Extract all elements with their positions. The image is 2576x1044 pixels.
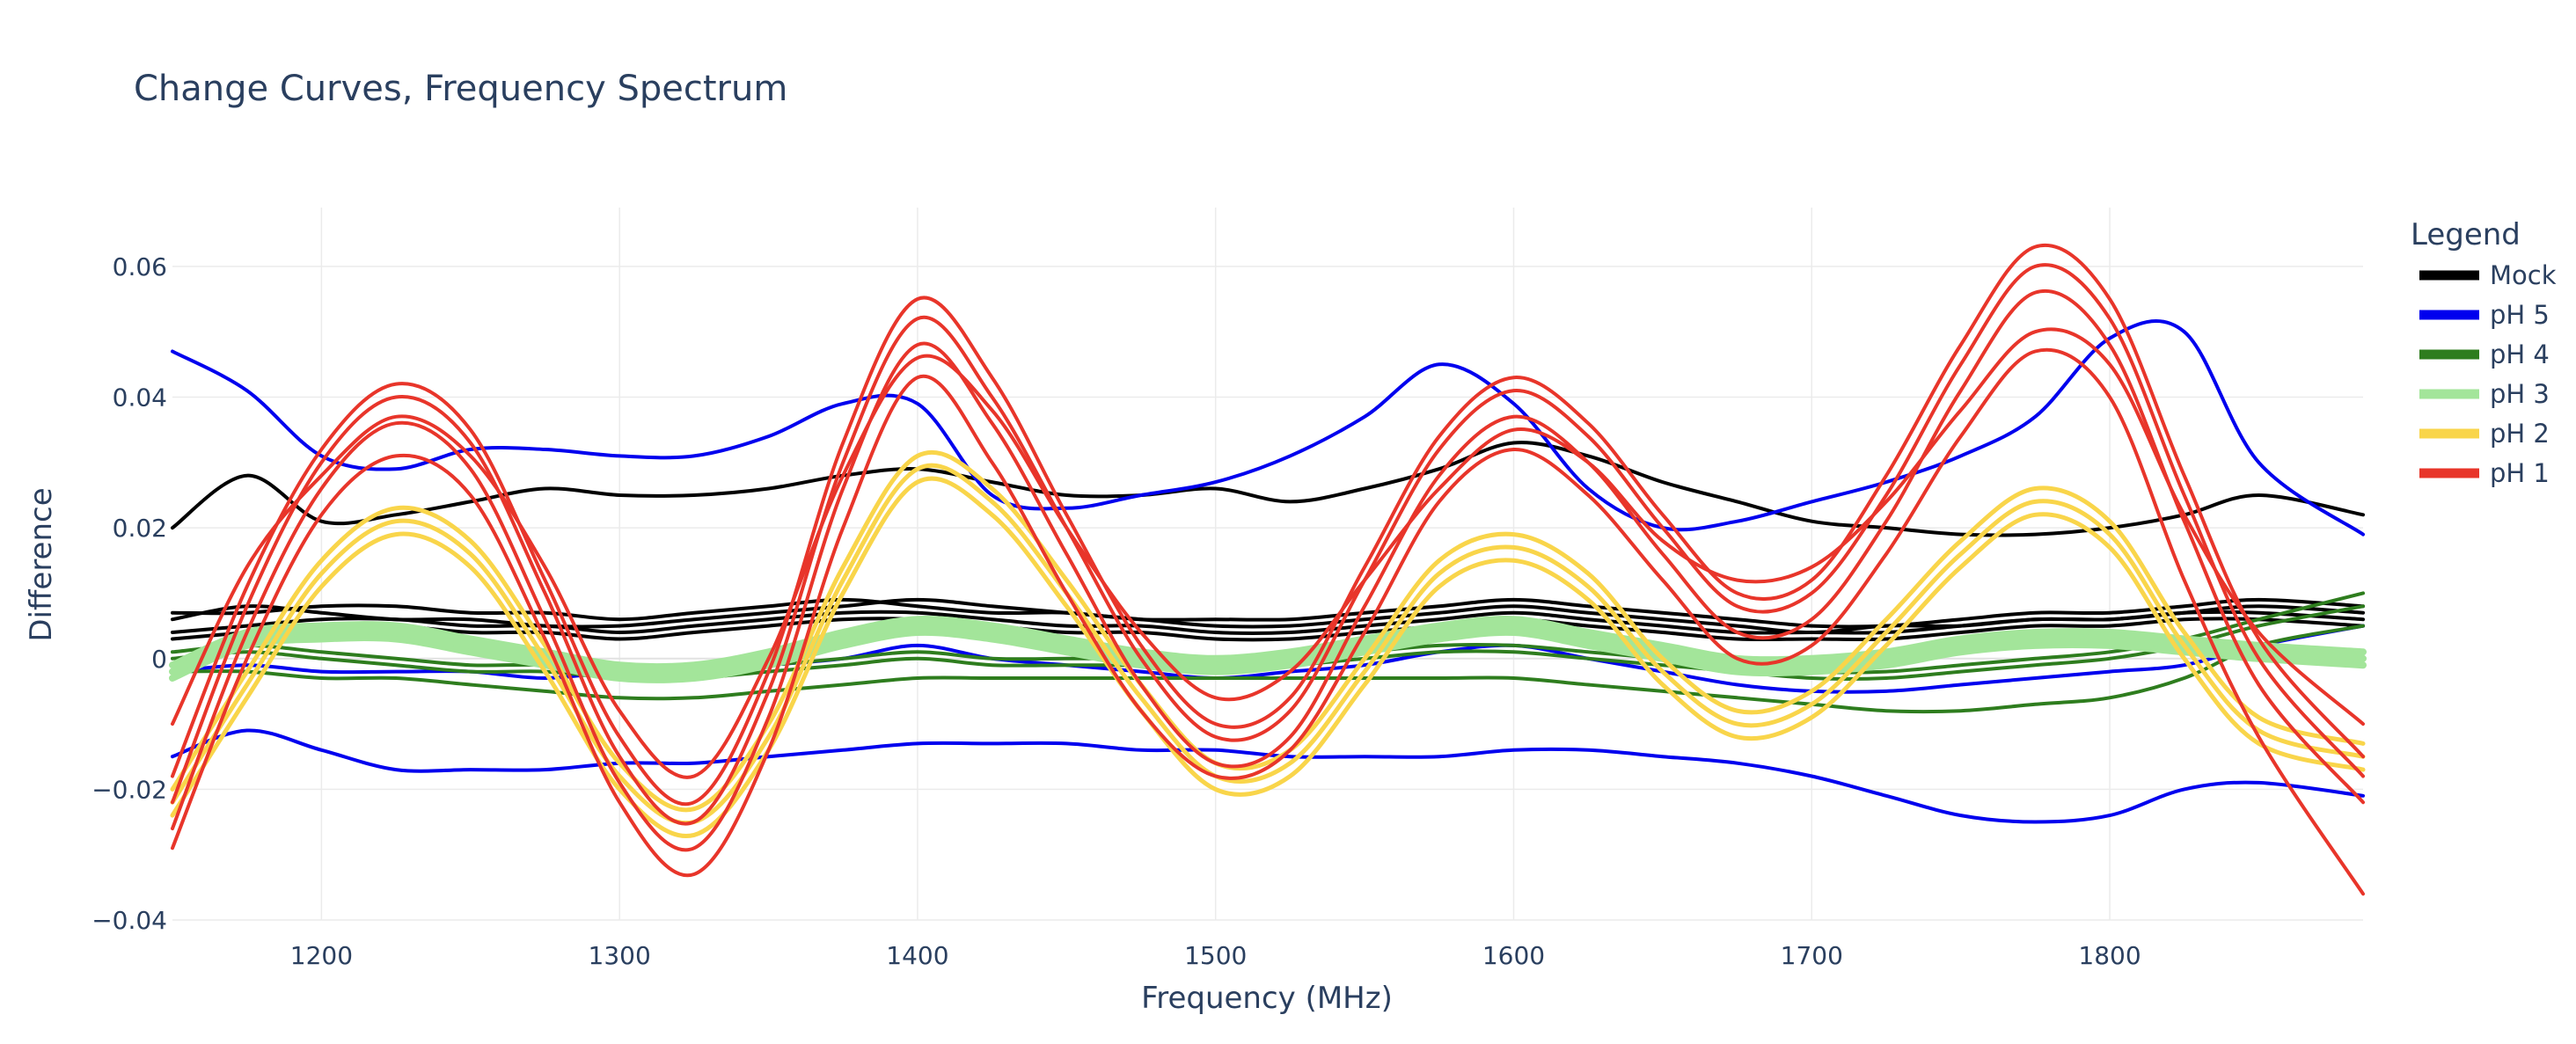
x-tick-label: 1200 [290,941,353,970]
x-tick-label: 1800 [2078,941,2141,970]
series-line-ph1-3 [171,289,2365,852]
legend-label-ph4: pH 4 [2490,339,2550,369]
y-tick-label: 0.06 [113,252,167,281]
legend-items: Mock pH 5 pH 4 pH 3 pH 2 pH 1 [2419,260,2557,488]
series-line-ph1-4 [171,347,2365,896]
legend-item-ph5[interactable]: pH 5 [2419,300,2550,330]
chart-title: Change Curves, Frequency Spectrum [134,69,787,109]
series-line-ph2-3 [170,476,2366,839]
legend-label-mock: Mock [2490,260,2557,290]
x-tick-label: 1300 [589,941,651,970]
legend-label-ph2: pH 2 [2490,419,2550,449]
series-line-ph1-5 [171,327,2365,779]
x-tick-label: 1700 [1781,941,1843,970]
x-tick-label: 1600 [1482,941,1545,970]
grid-layer [172,208,2363,921]
legend-label-ph5: pH 5 [2490,300,2550,330]
y-tick-label: −0.04 [91,906,167,935]
y-tick-label: 0.04 [113,383,167,412]
series-line-ph5-2 [171,728,2365,824]
legend-label-ph3: pH 3 [2490,379,2550,409]
series-line-ph1-1 [171,263,2365,826]
series-line-ph5-1 [171,318,2365,537]
legend-item-ph3[interactable]: pH 3 [2419,379,2550,409]
series-line-ph5-3 [171,624,2365,694]
legend-title: Legend [2411,217,2521,252]
series-line-mock-2 [171,597,2365,629]
axis-layer: 1200 1300 1400 1500 1600 1700 1800 −0.04 −0.02 0 0… [91,252,2141,970]
legend-item-mock[interactable]: Mock [2419,260,2557,290]
y-tick-label: −0.02 [91,775,167,804]
legend-label-ph1: pH 1 [2490,458,2550,488]
series-line-ph4-1 [171,624,2365,714]
y-axis-title: Difference [24,487,59,641]
y-tick-label: 0 [151,645,167,674]
legend: Legend Mock pH 5 pH 4 pH 3 pH 2 pH 1 [2411,217,2557,488]
legend-item-ph2[interactable]: pH 2 [2419,419,2550,449]
series-layer [169,244,2367,896]
y-tick-label: 0.02 [113,514,167,543]
series-line-mock-1 [171,441,2365,537]
series-line-ph1-2 [171,244,2365,807]
x-axis-title: Frequency (MHz) [1141,981,1393,1016]
x-tick-label: 1400 [886,941,948,970]
x-tick-label: 1500 [1184,941,1247,970]
legend-item-ph1[interactable]: pH 1 [2419,458,2550,488]
series-line-ph3-3 [169,622,2367,677]
legend-item-ph4[interactable]: pH 4 [2419,339,2550,369]
